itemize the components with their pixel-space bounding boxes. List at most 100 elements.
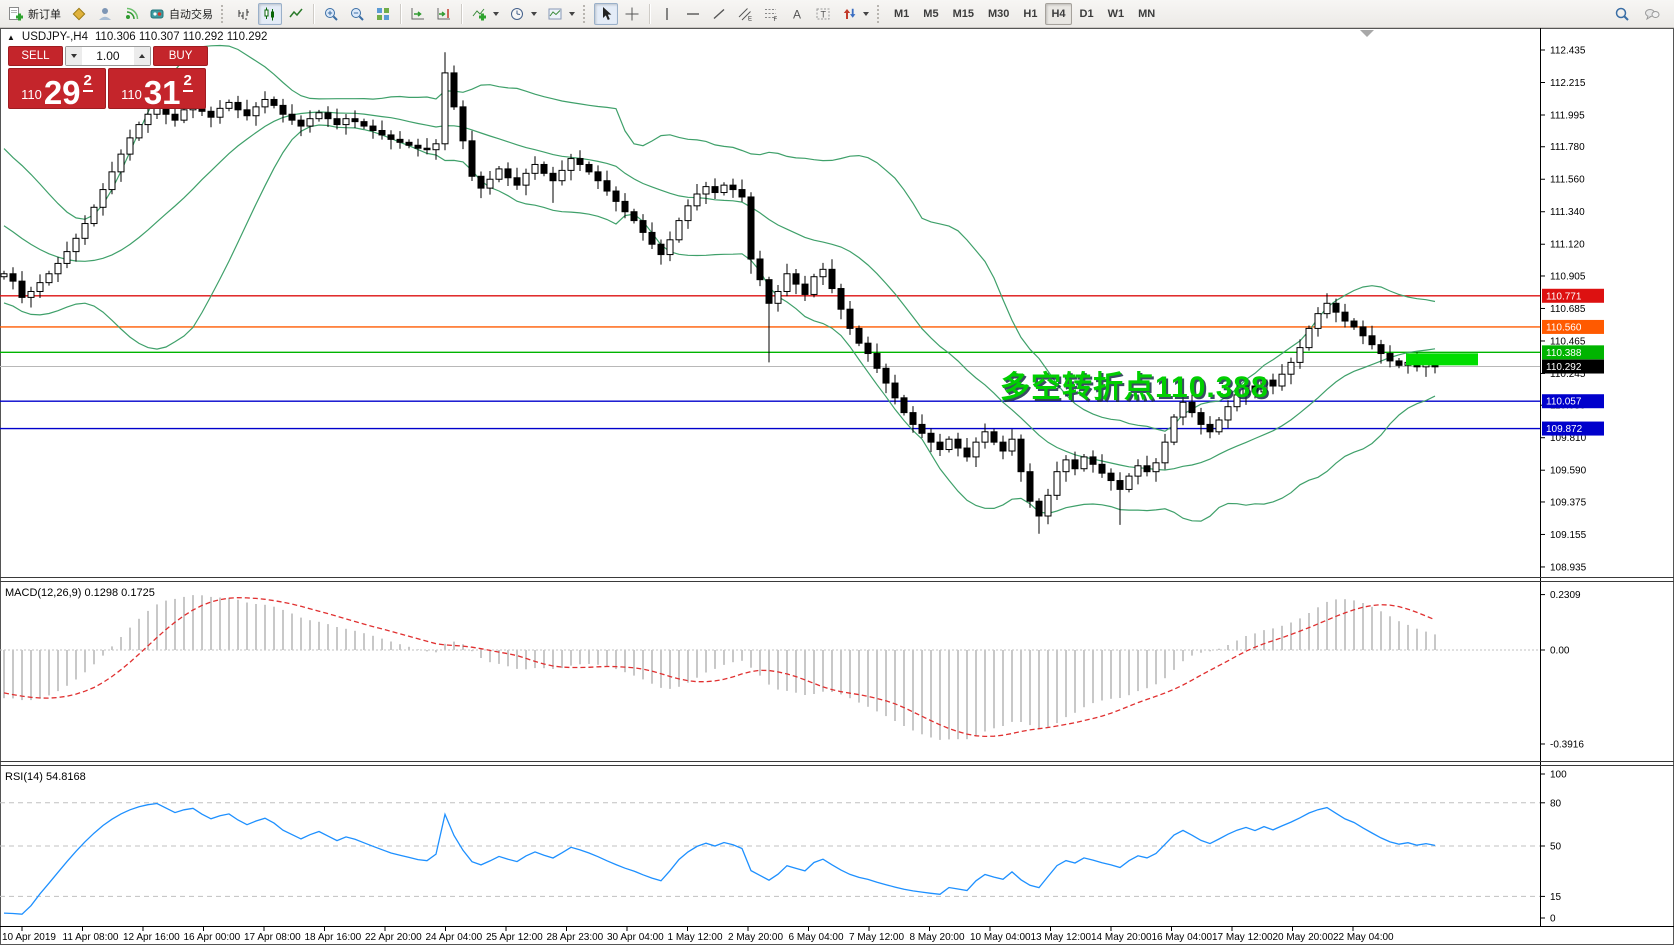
- svg-text:8 May 20:00: 8 May 20:00: [910, 932, 965, 943]
- volume-increase-button[interactable]: [133, 47, 150, 65]
- tile-windows-icon: [375, 6, 391, 22]
- indicators-icon: [471, 6, 487, 22]
- horizontal-line-tool-button[interactable]: [681, 3, 705, 25]
- bar-chart-button[interactable]: [232, 3, 256, 25]
- timeframe-m30-button[interactable]: M30: [987, 7, 1010, 20]
- dropdown-caret-icon: [863, 11, 869, 16]
- chat-button[interactable]: [1640, 3, 1664, 25]
- autotrading-icon: [149, 6, 165, 22]
- time-axis-labels: [21, 926, 1354, 931]
- sell-button[interactable]: SELL: [8, 46, 63, 66]
- toolbar: 新订单 自动交易: [0, 0, 1674, 28]
- line-chart-icon: [288, 6, 304, 22]
- toolbar-separator: [461, 3, 462, 24]
- symbol-period-label: USDJPY-,H4: [21, 31, 88, 43]
- periods-button[interactable]: [505, 3, 541, 25]
- symbol-search-button[interactable]: [1610, 3, 1634, 25]
- bar-chart-icon: [236, 6, 252, 22]
- tile-windows-button[interactable]: [371, 3, 395, 25]
- fibonacci-tool-button[interactable]: F: [759, 3, 783, 25]
- svg-text:A: A: [793, 7, 801, 21]
- sell-price-prefix: 110: [21, 87, 42, 102]
- auto-scroll-button[interactable]: [406, 3, 430, 25]
- timeframe-m5-button[interactable]: M5: [923, 7, 939, 20]
- label-tool-button[interactable]: T: [811, 3, 835, 25]
- svg-text:109.375: 109.375: [1550, 497, 1587, 508]
- new-order-icon: [8, 6, 24, 22]
- toolbar-separator: [313, 3, 314, 24]
- volume-stepper: [64, 46, 152, 66]
- dropdown-caret-icon: [493, 11, 499, 16]
- new-order-button[interactable]: 新订单: [4, 3, 65, 25]
- candles: [0, 52, 1439, 534]
- bollinger-upper: [3, 44, 1436, 432]
- macd-histogram: [3, 595, 1436, 740]
- buy-price[interactable]: 110 31 2: [108, 68, 206, 109]
- profile-icon: [97, 6, 113, 22]
- timeframe-m1-button[interactable]: M1: [894, 7, 910, 20]
- zoom-in-button[interactable]: [319, 3, 343, 25]
- current-price-label: [1542, 359, 1604, 374]
- fibonacci-icon: F: [763, 6, 779, 22]
- chart-annotation-text[interactable]: 多空转折点110.388: [1000, 371, 1269, 404]
- autotrading-button[interactable]: 自动交易: [145, 3, 217, 25]
- arrows-icon: [841, 6, 857, 22]
- signals-button[interactable]: [119, 3, 143, 25]
- macd-signal-line: [3, 596, 1436, 738]
- timeframe-h4-button[interactable]: H4: [1045, 2, 1072, 25]
- cursor-tool-button[interactable]: [594, 2, 618, 25]
- channel-tool-button[interactable]: E: [733, 3, 757, 25]
- chart-shift-marker[interactable]: [1360, 30, 1374, 37]
- volume-decrease-button[interactable]: [65, 47, 82, 65]
- svg-text:10 Apr 2019: 10 Apr 2019: [2, 932, 56, 943]
- templates-button[interactable]: [543, 3, 579, 25]
- rsi-line: [3, 802, 1436, 915]
- text-tool-button[interactable]: A: [785, 3, 809, 25]
- sell-price[interactable]: 110 29 2: [8, 68, 106, 109]
- timeframe-w1-button[interactable]: W1: [1107, 7, 1125, 20]
- svg-text:110.057: 110.057: [1546, 397, 1582, 408]
- toolbar-grip: [583, 4, 590, 23]
- buy-button[interactable]: BUY: [153, 46, 209, 66]
- timeframe-d1-button[interactable]: D1: [1079, 7, 1094, 20]
- timeframe-h1-button[interactable]: H1: [1023, 7, 1038, 20]
- profile-button[interactable]: [93, 3, 117, 25]
- timeframe-m15-button[interactable]: M15: [952, 7, 974, 20]
- line-chart-button[interactable]: [284, 3, 308, 25]
- bollinger-lower: [3, 124, 1436, 522]
- svg-text:111.995: 111.995: [1550, 110, 1585, 121]
- auto-scroll-icon: [410, 6, 426, 22]
- arrows-tool-button[interactable]: [837, 3, 873, 25]
- svg-text:109.810: 109.810: [1550, 433, 1587, 444]
- toolbar-grip: [221, 4, 228, 23]
- toolbar-separator: [649, 3, 650, 24]
- collapse-icon[interactable]: ▲: [7, 32, 15, 42]
- zoom-out-button[interactable]: [345, 3, 369, 25]
- svg-text:1 May 12:00: 1 May 12:00: [668, 932, 723, 943]
- bollinger-bands: [3, 44, 1436, 522]
- timeframe-mn-button[interactable]: MN: [1138, 7, 1156, 20]
- svg-text:22 Apr 20:00: 22 Apr 20:00: [365, 932, 422, 943]
- trendline-icon: [711, 6, 727, 22]
- price-axis[interactable]: [1541, 28, 1674, 926]
- volume-input[interactable]: [81, 47, 134, 65]
- svg-text:20 May 20:00: 20 May 20:00: [1273, 932, 1334, 943]
- crosshair-tool-button[interactable]: [620, 3, 644, 25]
- highlight-rectangle[interactable]: [1406, 353, 1478, 366]
- svg-text:111.560: 111.560: [1550, 175, 1585, 186]
- indicators-button[interactable]: [467, 3, 503, 25]
- svg-text:25 Apr 12:00: 25 Apr 12:00: [486, 932, 543, 943]
- trendline-tool-button[interactable]: [707, 3, 731, 25]
- svg-text:15: 15: [1550, 892, 1562, 903]
- chart-shift-button[interactable]: [432, 3, 456, 25]
- up-caret-icon: [138, 54, 145, 58]
- time-axis[interactable]: [0, 927, 1540, 945]
- svg-text:30 Apr 04:00: 30 Apr 04:00: [607, 932, 664, 943]
- svg-text:0.2309: 0.2309: [1550, 590, 1581, 601]
- vertical-line-tool-button[interactable]: [655, 3, 679, 25]
- svg-text:111.780: 111.780: [1550, 142, 1585, 153]
- candlestick-chart-button[interactable]: [258, 2, 282, 25]
- metaeditor-button[interactable]: [67, 3, 91, 25]
- new-order-label: 新订单: [28, 8, 61, 21]
